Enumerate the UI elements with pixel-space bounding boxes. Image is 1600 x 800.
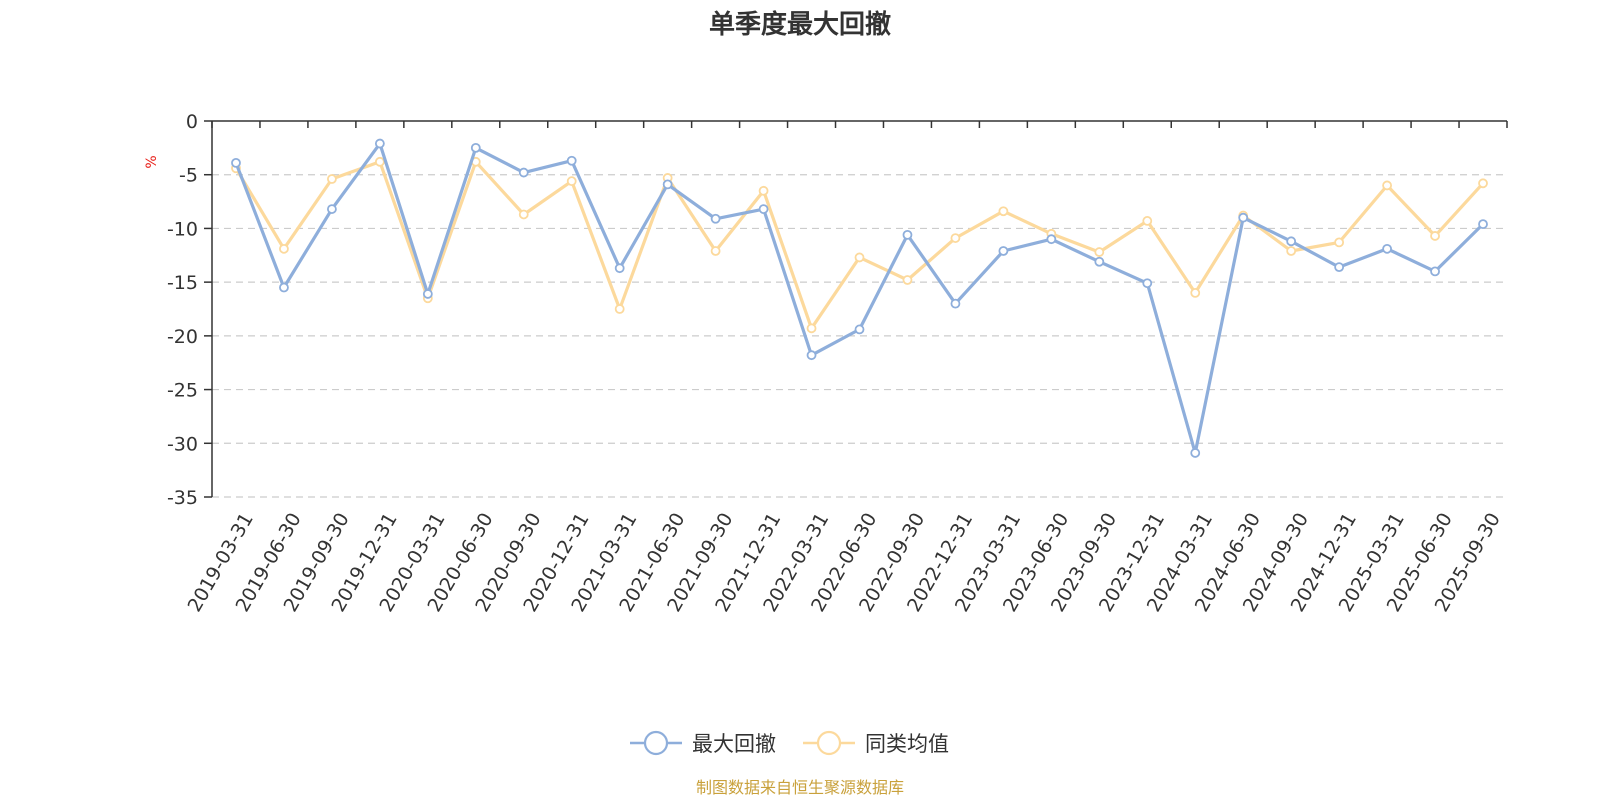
data-point bbox=[902, 275, 913, 285]
data-point bbox=[422, 289, 433, 299]
data-point bbox=[566, 176, 577, 187]
data-point bbox=[1382, 243, 1392, 254]
legend-item[interactable]: 最大回撤 bbox=[630, 730, 776, 756]
y-tick-label: -5 bbox=[179, 165, 198, 187]
data-point bbox=[231, 157, 241, 168]
data-point bbox=[662, 179, 673, 190]
data-point bbox=[1094, 247, 1105, 257]
chart-title: 单季度最大回撤 bbox=[709, 9, 891, 40]
data-point bbox=[950, 233, 961, 243]
data-point bbox=[1478, 219, 1488, 230]
data-point bbox=[1382, 180, 1392, 191]
data-point bbox=[1094, 256, 1105, 267]
source-note: 制图数据来自恒生聚源数据库 bbox=[696, 778, 904, 797]
legend-item[interactable]: 同类均值 bbox=[803, 730, 949, 756]
y-tick-label: -30 bbox=[167, 433, 198, 455]
data-point bbox=[279, 282, 289, 293]
y-tick-label: 0 bbox=[186, 111, 198, 133]
data-point bbox=[758, 185, 769, 196]
data-point bbox=[470, 142, 481, 153]
data-point bbox=[614, 304, 625, 314]
data-point bbox=[1142, 216, 1153, 226]
data-point bbox=[710, 213, 721, 224]
data-point bbox=[1286, 246, 1297, 256]
data-point bbox=[1190, 448, 1201, 458]
series-1 bbox=[231, 138, 1488, 458]
data-point bbox=[566, 155, 577, 166]
data-point bbox=[854, 324, 865, 335]
data-point bbox=[327, 204, 337, 214]
data-point bbox=[1334, 262, 1345, 273]
data-point bbox=[902, 229, 913, 240]
y-tick-label: -15 bbox=[167, 272, 198, 294]
data-point bbox=[279, 243, 289, 254]
data-point bbox=[374, 156, 385, 167]
y-tick-label: -25 bbox=[167, 380, 198, 402]
legend-marker bbox=[816, 730, 842, 756]
series-layer bbox=[231, 138, 1488, 458]
data-point bbox=[1286, 236, 1297, 247]
y-tick-label: -35 bbox=[167, 487, 198, 509]
data-point bbox=[614, 263, 625, 274]
y-tick-label: -10 bbox=[167, 218, 198, 240]
data-point bbox=[950, 298, 961, 309]
data-point bbox=[1478, 178, 1488, 189]
axes: 0-5-10-15-20-25-30-352019-03-312019-06-3… bbox=[167, 111, 1508, 616]
data-point bbox=[518, 167, 529, 178]
data-point bbox=[1334, 237, 1345, 248]
data-point bbox=[1142, 278, 1153, 289]
data-point bbox=[1238, 212, 1249, 223]
y-tick-label: -20 bbox=[167, 326, 198, 348]
data-point bbox=[854, 252, 865, 263]
data-point bbox=[518, 209, 529, 220]
legend-label: 同类均值 bbox=[865, 732, 949, 756]
data-point bbox=[374, 138, 385, 149]
data-point bbox=[806, 323, 817, 334]
data-point bbox=[1046, 234, 1057, 245]
data-point bbox=[758, 204, 769, 214]
data-point bbox=[1190, 287, 1201, 298]
data-point bbox=[710, 246, 721, 256]
legend[interactable]: 最大回撤 同类均值 bbox=[630, 730, 949, 756]
data-point bbox=[998, 246, 1009, 256]
data-point bbox=[998, 206, 1009, 217]
data-point bbox=[806, 350, 817, 361]
data-point bbox=[1430, 266, 1440, 277]
y-axis-unit: % bbox=[144, 155, 160, 168]
data-point bbox=[1430, 231, 1440, 241]
data-point bbox=[327, 174, 337, 184]
legend-marker bbox=[643, 730, 669, 756]
legend-label: 最大回撤 bbox=[692, 732, 776, 756]
